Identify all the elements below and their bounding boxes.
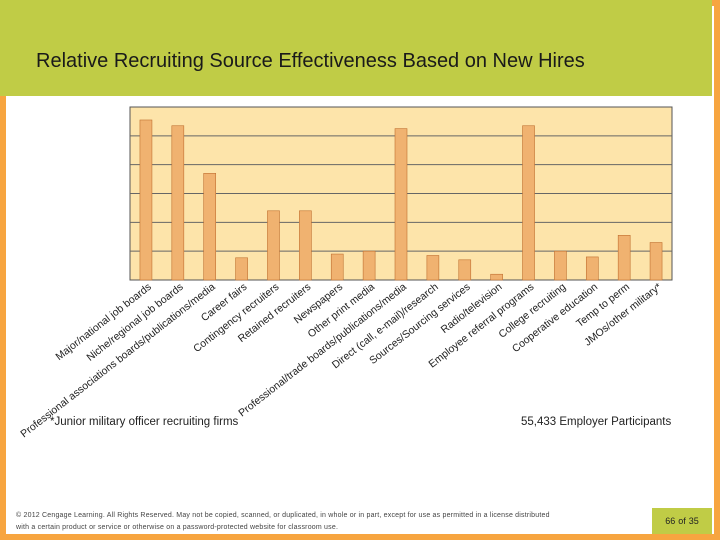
bar: [585, 256, 599, 281]
bar: [171, 125, 185, 281]
bar: [362, 250, 376, 281]
bar: [426, 255, 440, 281]
copyright-notice: © 2012 Cengage Learning. All Rights Rese…: [16, 512, 550, 531]
bar: [267, 210, 280, 281]
bar: [617, 235, 631, 281]
slide-title: Relative Recruiting Source Effectiveness…: [36, 50, 585, 72]
bar: [139, 119, 153, 281]
bar: [299, 210, 312, 281]
bar: [554, 250, 567, 281]
bar: [490, 273, 503, 281]
title-bar: Relative Recruiting Source Effectiveness…: [0, 0, 712, 96]
bar: [394, 128, 408, 281]
bar: [458, 259, 472, 281]
page-of: of: [678, 516, 686, 526]
bar: [522, 125, 535, 281]
footnote: *Junior military officer recruiting firm…: [50, 416, 239, 428]
page-number: 66 of 35: [652, 508, 712, 534]
participants-note: 55,433 Employer Participants: [521, 416, 672, 428]
bar: [235, 257, 248, 281]
bar: [649, 242, 663, 281]
page-total: 35: [688, 516, 699, 526]
bar: [203, 173, 217, 281]
bar: [330, 253, 344, 281]
page-current: 66: [665, 516, 676, 526]
